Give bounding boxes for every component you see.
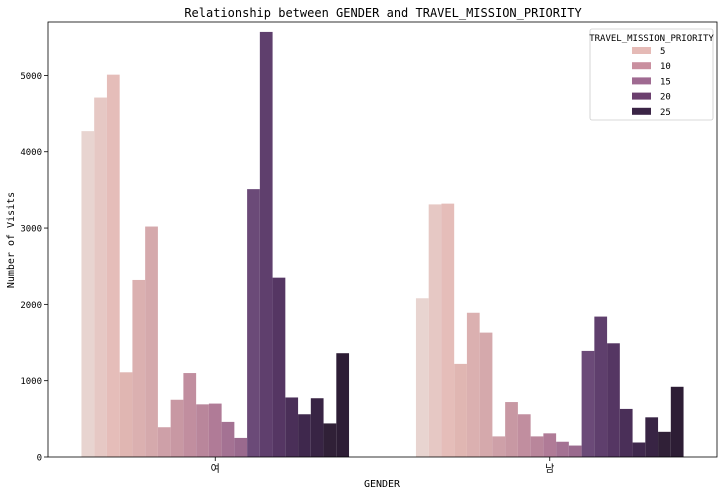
- bar-5-0: [132, 279, 146, 457]
- x-tick-label-1: 남: [545, 463, 554, 475]
- bar-13-0: [234, 437, 248, 457]
- bar-21-1: [670, 386, 684, 457]
- bars-group: [81, 31, 684, 458]
- axes-group: 0 1000 2000 3000 4000 5000 여 남: [20, 21, 718, 475]
- bar-16-0: [272, 277, 286, 457]
- bar-1-0: [81, 131, 95, 457]
- bar-2-1: [428, 204, 442, 457]
- plot-frame: [47, 21, 718, 458]
- legend-swatch-25: [632, 107, 651, 115]
- legend-swatch-20: [632, 92, 651, 100]
- bar-6-1: [479, 332, 493, 457]
- bar-10-0: [196, 404, 209, 457]
- bar-12-0: [221, 421, 235, 457]
- bar-2-0: [94, 97, 107, 458]
- bar-20-0: [323, 423, 337, 457]
- legend-swatch-10: [632, 62, 651, 70]
- y-tick-label-1000: 1000: [20, 377, 42, 387]
- bar-16-1: [607, 343, 620, 457]
- bar-6-0: [145, 226, 158, 457]
- bar-14-0: [247, 189, 260, 457]
- y-tick-label-0: 0: [37, 454, 42, 464]
- bar-4-0: [119, 372, 133, 457]
- bar-9-1: [517, 414, 531, 457]
- bar-11-0: [208, 403, 222, 457]
- x-axis-label: GENDER: [364, 479, 401, 490]
- legend-swatch-15: [632, 77, 651, 85]
- bar-9-0: [183, 373, 197, 457]
- y-axis-label: Number of Visits: [6, 192, 17, 288]
- bar-4-1: [454, 363, 467, 457]
- bar-15-0: [259, 31, 273, 457]
- bar-19-0: [310, 398, 324, 457]
- bar-7-1: [492, 436, 506, 457]
- bar-19-1: [645, 417, 659, 457]
- bar-14-1: [581, 350, 595, 457]
- legend-label-10: 10: [660, 62, 671, 72]
- bar-7-0: [157, 427, 171, 457]
- bar-13-1: [568, 445, 582, 457]
- bar-11-1: [543, 433, 557, 457]
- bar-18-0: [298, 414, 311, 457]
- bar-21-0: [336, 353, 350, 457]
- legend-frame: [589, 28, 714, 121]
- y-tick-label-3000: 3000: [20, 225, 42, 235]
- bar-17-0: [285, 397, 299, 457]
- legend-swatch-5: [632, 47, 651, 54]
- chart-title: Relationship between GENDER and TRAVEL_M…: [184, 6, 582, 20]
- bar-3-1: [441, 203, 455, 457]
- legend-title: TRAVEL_MISSION_PRIORITY: [589, 34, 714, 44]
- bar-15-1: [594, 316, 608, 457]
- legend-label-20: 20: [660, 93, 671, 103]
- bar-12-1: [556, 441, 569, 457]
- bar-18-1: [632, 442, 646, 457]
- bar-10-1: [530, 436, 544, 457]
- legend-label-15: 15: [660, 77, 671, 87]
- bar-5-1: [466, 312, 480, 457]
- x-tick-label-0: 여: [211, 463, 220, 475]
- bar-8-0: [170, 399, 184, 457]
- legend-label-25: 25: [660, 108, 671, 118]
- legend-label-5: 5: [660, 47, 665, 57]
- y-tick-label-2000: 2000: [20, 301, 42, 311]
- bar-3-0: [106, 74, 120, 457]
- bar-17-1: [619, 408, 633, 457]
- bar-1-1: [415, 298, 429, 457]
- y-tick-label-4000: 4000: [20, 148, 42, 158]
- y-tick-label-5000: 5000: [20, 72, 42, 82]
- bar-20-1: [658, 431, 671, 457]
- bar-8-1: [505, 402, 518, 457]
- legend: TRAVEL_MISSION_PRIORITY 5 10 15 20 25: [589, 28, 714, 121]
